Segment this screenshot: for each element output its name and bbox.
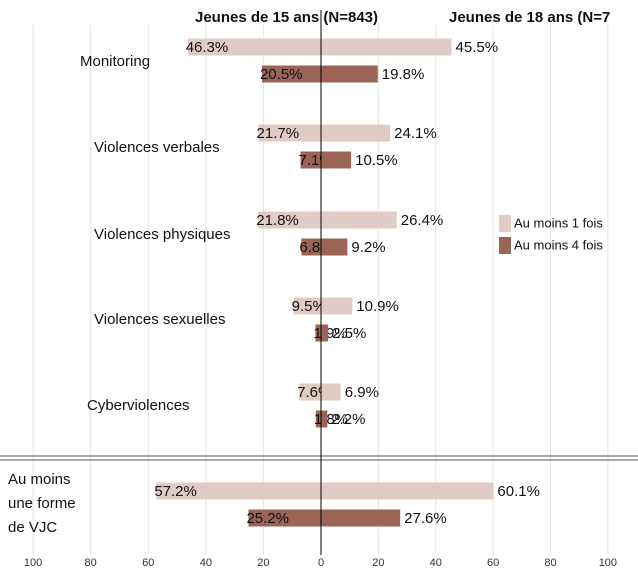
bar	[300, 151, 321, 169]
legend-label: Au moins 1 fois	[514, 215, 603, 230]
x-tick-label: 40	[200, 557, 212, 569]
legend-swatch	[499, 215, 511, 232]
x-tick-label: 60	[487, 557, 499, 569]
value-label: 21.7%	[257, 125, 300, 142]
bar	[321, 38, 452, 56]
bar	[258, 211, 321, 229]
bar	[156, 482, 321, 500]
x-tick-label: 80	[544, 557, 556, 569]
value-label: 2.2%	[331, 411, 365, 428]
value-label: 2.5%	[332, 325, 366, 342]
panel-title: Jeunes de 18 ans (N=7	[449, 9, 610, 26]
bar	[258, 124, 321, 142]
legend-swatch	[499, 237, 511, 254]
bar	[321, 151, 352, 169]
bar	[315, 410, 321, 428]
bar	[187, 38, 321, 56]
bar	[301, 238, 321, 256]
bar	[321, 211, 397, 229]
value-label: 25.2%	[246, 510, 289, 527]
bar	[299, 383, 321, 401]
x-tick-label: 100	[24, 557, 42, 569]
x-tick-label: 80	[85, 557, 97, 569]
value-label: 9.5%	[292, 298, 326, 315]
category-label: Violences physiques	[94, 226, 231, 243]
category-label: Monitoring	[80, 53, 151, 70]
value-label: 27.6%	[404, 510, 447, 527]
x-tick-label: 100	[599, 557, 617, 569]
value-label: 21.8%	[256, 212, 299, 229]
x-tick-label: 20	[257, 557, 269, 569]
value-label: 60.1%	[497, 483, 540, 500]
bar	[321, 65, 378, 83]
bar	[248, 509, 321, 527]
bar	[261, 65, 321, 83]
category-label: Au moins une forme de VJC	[8, 471, 76, 536]
category-label: Cyberviolences	[87, 397, 190, 414]
x-tick-label: 0	[318, 557, 324, 569]
x-tick-label: 40	[430, 557, 442, 569]
value-label: 46.3%	[186, 39, 229, 56]
bar	[321, 509, 401, 527]
bar	[315, 324, 321, 342]
category-label: Violences sexuelles	[94, 311, 226, 328]
value-label: 20.5%	[260, 66, 303, 83]
value-label: 10.5%	[355, 152, 398, 169]
bar	[321, 238, 348, 256]
panel-title: Jeunes de 15 ans (N=843)	[195, 9, 378, 26]
bar	[321, 297, 353, 315]
value-label: 57.2%	[154, 483, 197, 500]
value-label: 45.5%	[456, 39, 499, 56]
legend-label: Au moins 4 fois	[514, 237, 603, 252]
value-label: 9.2%	[351, 239, 385, 256]
bar	[321, 324, 329, 342]
value-label: 19.8%	[382, 66, 425, 83]
value-label: 26.4%	[401, 212, 444, 229]
x-tick-label: 20	[372, 557, 384, 569]
category-label: Violences verbales	[94, 139, 220, 156]
value-label: 6.9%	[345, 384, 379, 401]
x-tick-label: 60	[142, 557, 154, 569]
bar	[293, 297, 321, 315]
bar	[321, 124, 391, 142]
value-label: 10.9%	[356, 298, 399, 315]
bar	[321, 482, 494, 500]
bar	[321, 383, 341, 401]
value-label: 24.1%	[394, 125, 437, 142]
bar	[321, 410, 328, 428]
